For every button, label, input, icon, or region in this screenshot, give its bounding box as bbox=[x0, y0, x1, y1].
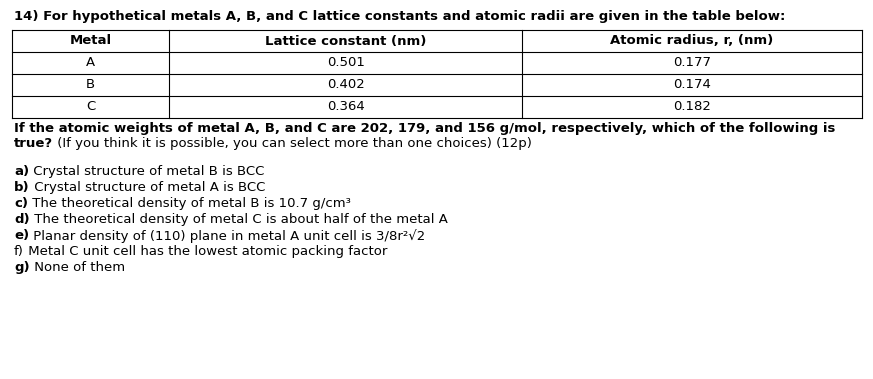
Text: f): f) bbox=[14, 245, 24, 258]
Text: a): a) bbox=[14, 165, 29, 178]
Text: (If you think it is possible, you can select more than one choices) (12p): (If you think it is possible, you can se… bbox=[53, 137, 532, 150]
Text: If the atomic weights of metal A, B, and C are 202, 179, and 156 g/mol, respecti: If the atomic weights of metal A, B, and… bbox=[14, 122, 835, 135]
Text: 14) For hypothetical metals A, B, and C lattice constants and atomic radii are g: 14) For hypothetical metals A, B, and C … bbox=[14, 10, 786, 23]
Text: 0.501: 0.501 bbox=[327, 56, 365, 69]
Text: Metal: Metal bbox=[70, 34, 112, 47]
Text: 0.174: 0.174 bbox=[673, 78, 711, 91]
Text: B: B bbox=[86, 78, 95, 91]
Text: 0.177: 0.177 bbox=[673, 56, 711, 69]
Text: e): e) bbox=[14, 229, 29, 242]
Text: Crystal structure of metal B is BCC: Crystal structure of metal B is BCC bbox=[29, 165, 265, 178]
Text: d): d) bbox=[14, 213, 30, 226]
Text: Atomic radius, r, (nm): Atomic radius, r, (nm) bbox=[610, 34, 773, 47]
Text: c): c) bbox=[14, 197, 28, 210]
Text: The theoretical density of metal C is about half of the metal A: The theoretical density of metal C is ab… bbox=[30, 213, 448, 226]
Text: b): b) bbox=[14, 181, 30, 194]
Text: C: C bbox=[86, 100, 95, 113]
Text: 0.402: 0.402 bbox=[327, 78, 365, 91]
Text: true?: true? bbox=[14, 137, 53, 150]
Text: The theoretical density of metal B is 10.7 g/cm³: The theoretical density of metal B is 10… bbox=[28, 197, 351, 210]
Text: None of them: None of them bbox=[30, 261, 125, 274]
Text: 0.364: 0.364 bbox=[327, 100, 365, 113]
Text: Lattice constant (nm): Lattice constant (nm) bbox=[265, 34, 426, 47]
Text: A: A bbox=[86, 56, 95, 69]
Text: Planar density of (110) plane in metal A unit cell is 3/8r²√2: Planar density of (110) plane in metal A… bbox=[29, 229, 425, 243]
Text: Crystal structure of metal A is BCC: Crystal structure of metal A is BCC bbox=[30, 181, 265, 194]
Text: Metal C unit cell has the lowest atomic packing factor: Metal C unit cell has the lowest atomic … bbox=[24, 245, 388, 258]
Text: 0.182: 0.182 bbox=[673, 100, 711, 113]
Text: g): g) bbox=[14, 261, 30, 274]
